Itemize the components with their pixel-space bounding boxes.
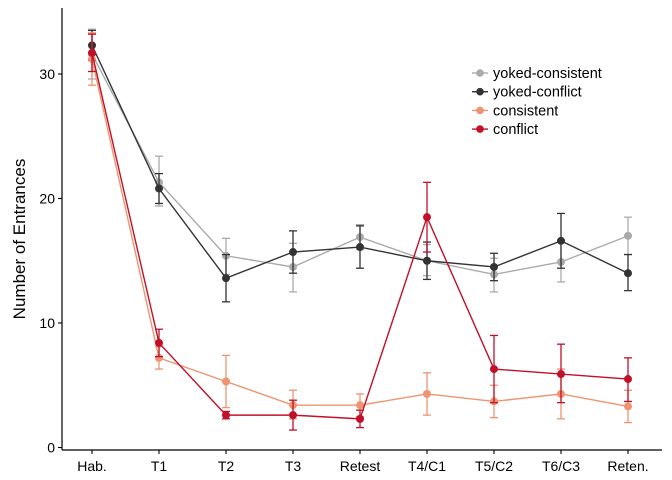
data-point (289, 411, 297, 420)
data-point (289, 248, 297, 257)
legend-label: consistent (493, 103, 558, 119)
data-point (624, 402, 632, 411)
x-axis-ticks: Hab. T1 T2 T3 Retest T4/C1 T5/C2 T6/C3 Reten. (77, 450, 649, 474)
data-point (624, 231, 632, 240)
plot-marks (88, 28, 632, 431)
legend-item: conflict (472, 122, 538, 138)
x-tick-label: T6/C3 (542, 458, 580, 474)
data-point (624, 269, 632, 278)
data-point (155, 353, 163, 362)
x-tick-label: T3 (285, 458, 302, 474)
data-point (155, 338, 163, 347)
legend-key-point (476, 69, 484, 77)
data-point (356, 243, 364, 252)
legend: yoked-consistent yoked-conflict consistent… (472, 66, 602, 138)
legend-key-point (476, 125, 484, 133)
data-point (222, 377, 230, 386)
x-tick-label: Hab. (77, 458, 107, 474)
y-tick-label: 0 (47, 440, 55, 456)
x-tick-label: T5/C2 (475, 458, 513, 474)
axes: 0 10 20 30 Hab. T1 T2 T3 Retest T4/C1 T5/C2 T6/C3 R… (10, 8, 662, 474)
legend-item: yoked-conflict (472, 85, 582, 101)
y-tick-label: 20 (39, 191, 55, 207)
data-point (356, 414, 364, 423)
y-axis-title: Number of Entrances (10, 159, 29, 320)
data-point (490, 365, 498, 374)
legend-label: yoked-consistent (493, 66, 602, 82)
data-point (423, 389, 431, 398)
x-tick-label: T2 (218, 458, 235, 474)
y-tick-label: 10 (39, 315, 55, 331)
series-yoked-conflict (88, 29, 632, 303)
legend-key-point (476, 87, 484, 96)
data-point (423, 213, 431, 222)
data-point (88, 48, 96, 57)
data-point (356, 401, 364, 410)
x-tick-label: T1 (151, 458, 168, 474)
x-tick-label: T4/C1 (408, 458, 446, 474)
data-point (222, 274, 230, 283)
data-point (557, 370, 565, 379)
data-point (624, 375, 632, 384)
y-axis-ticks: 0 10 20 30 (39, 66, 62, 456)
legend-item: consistent (472, 103, 558, 119)
legend-label: yoked-conflict (493, 85, 582, 101)
x-tick-label: Reten. (607, 458, 648, 474)
x-tick-label: Retest (340, 458, 381, 474)
legend-label: conflict (493, 122, 538, 138)
legend-item: yoked-consistent (472, 66, 602, 82)
series-conflict (88, 33, 632, 431)
legend-key-point (476, 106, 484, 115)
y-tick-label: 30 (39, 66, 55, 82)
data-point (557, 236, 565, 245)
data-point (155, 184, 163, 193)
data-point (423, 256, 431, 265)
data-point (490, 262, 498, 271)
data-point (222, 411, 230, 420)
